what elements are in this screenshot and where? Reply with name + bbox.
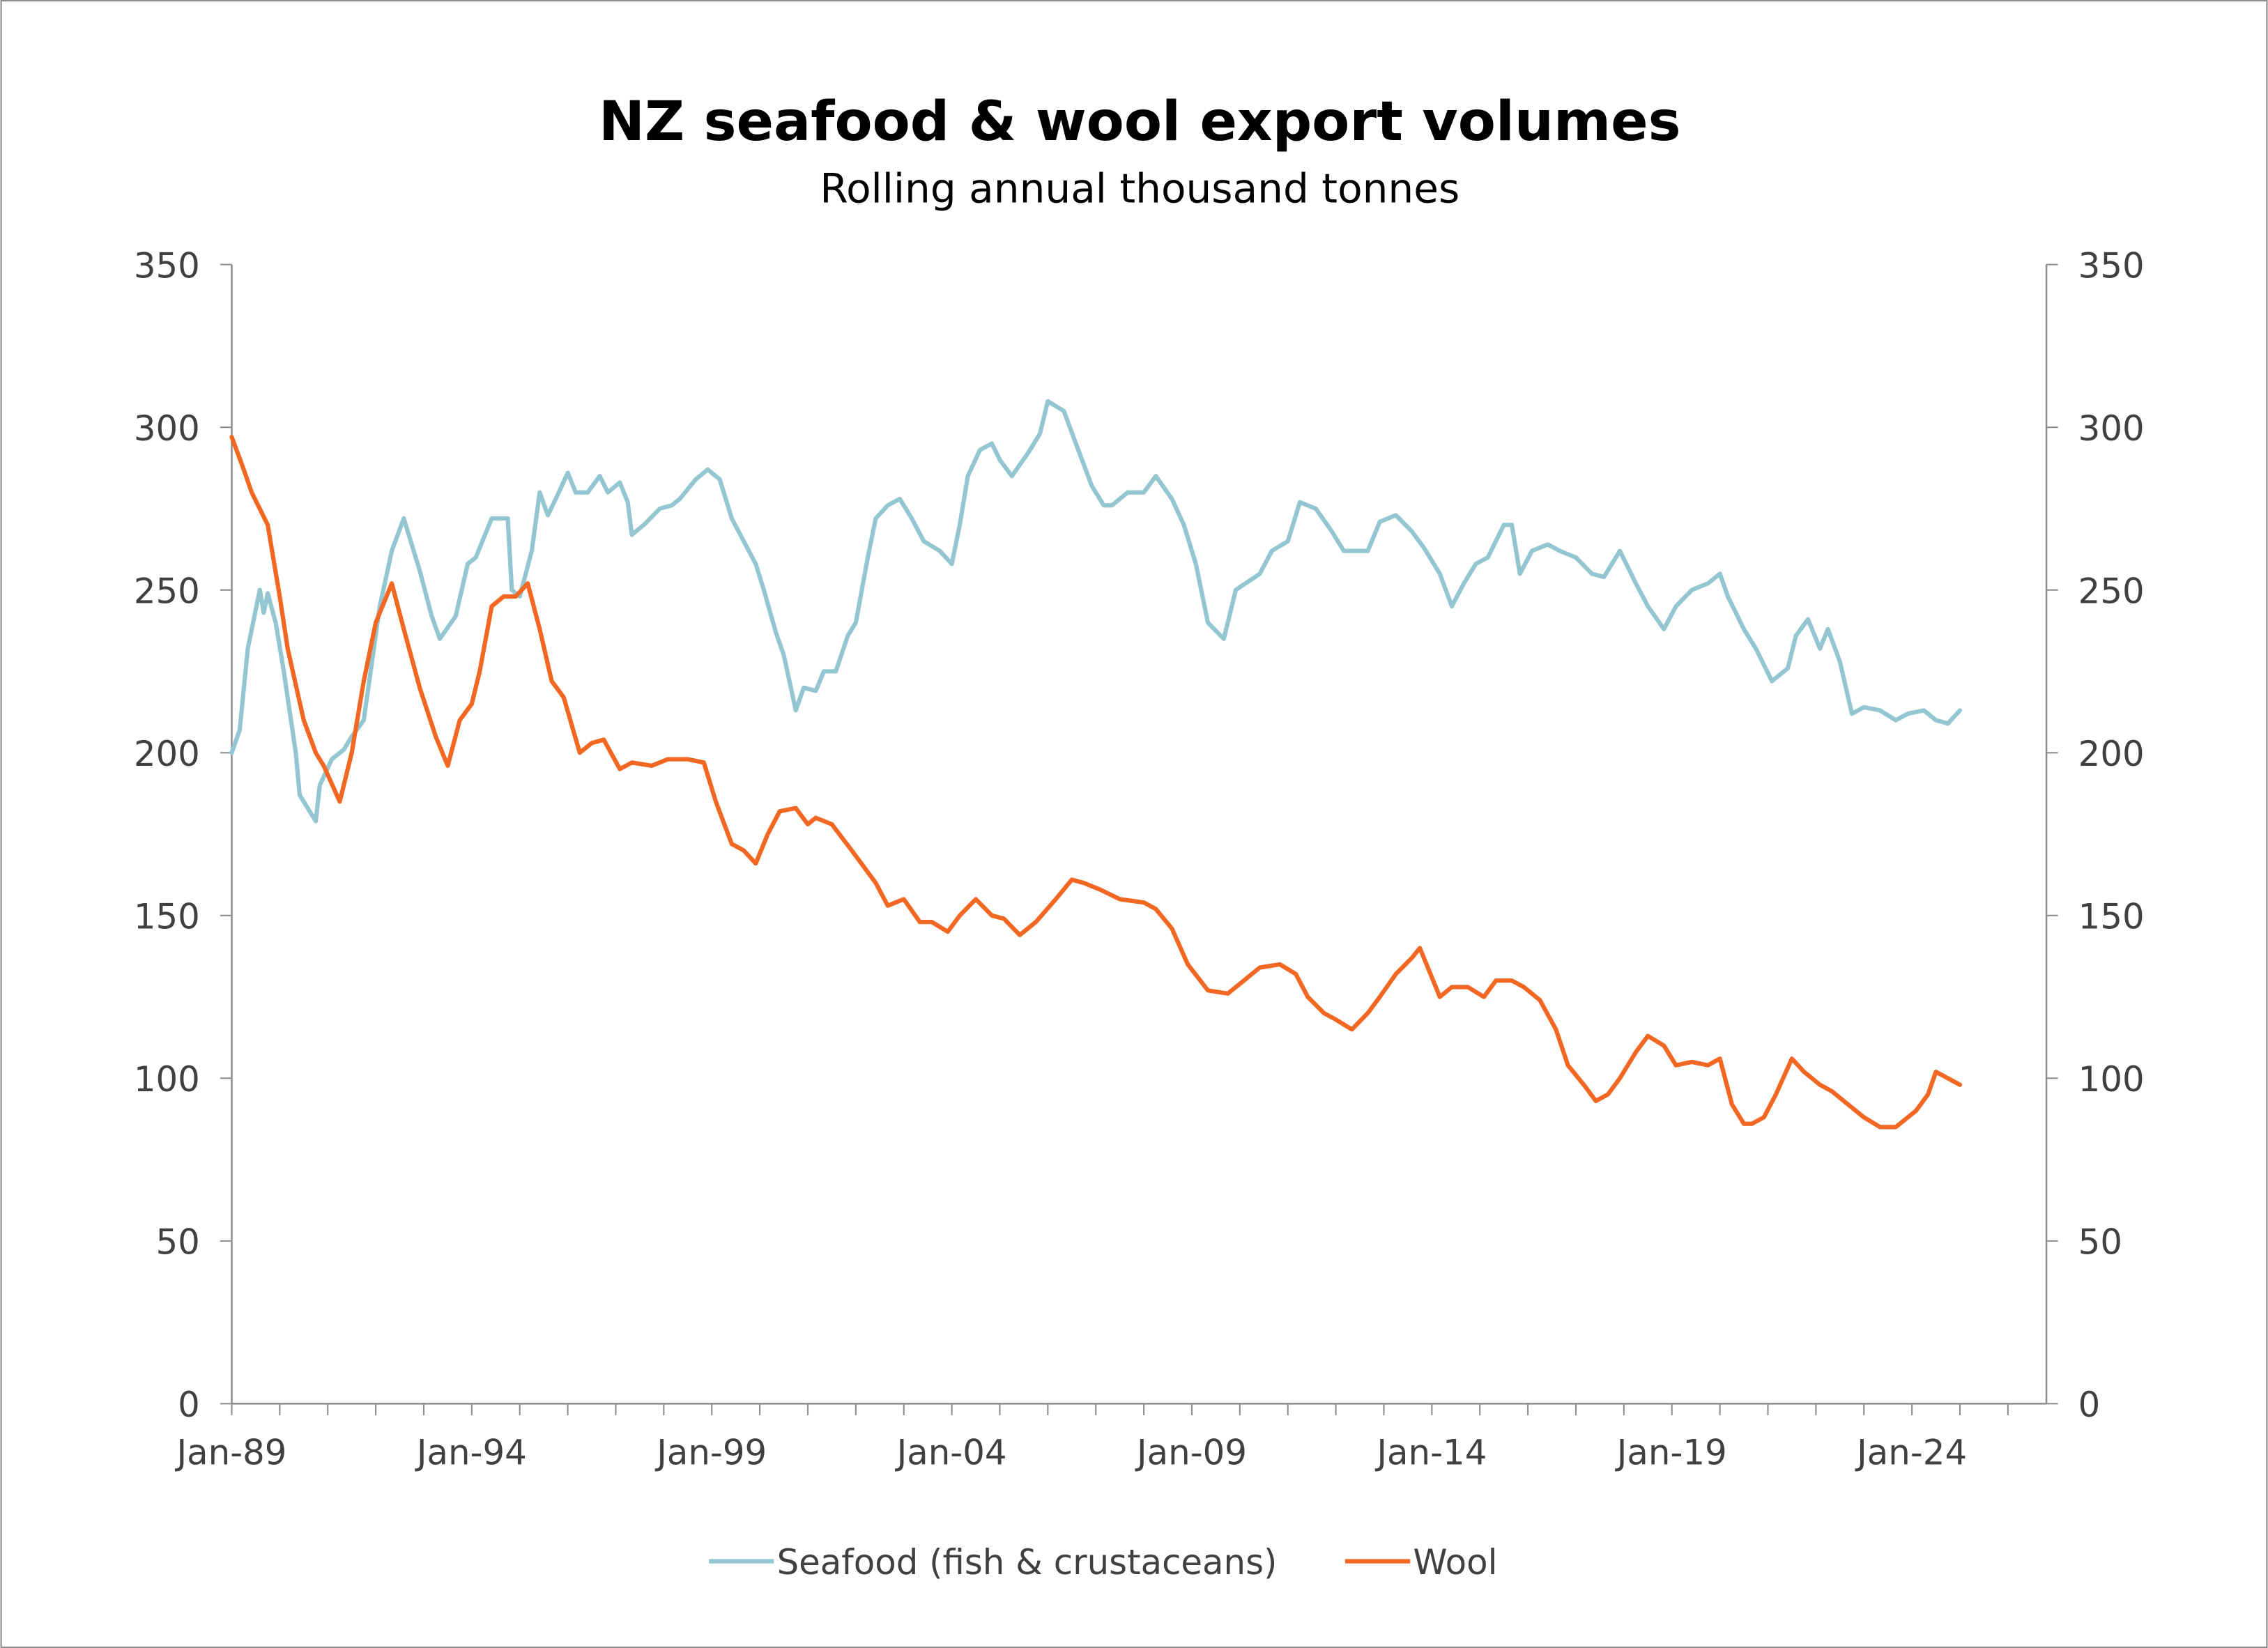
y-tick-label-right: 150 (2078, 896, 2145, 937)
x-tick-label: Jan-14 (1374, 1433, 1487, 1473)
x-tick-label: Jan-04 (895, 1433, 1007, 1473)
legend: Seafood (fish & crustaceans) Wool (709, 1542, 1497, 1582)
legend-item-seafood: Seafood (fish & crustaceans) (709, 1542, 1277, 1582)
series-line-wool (229, 435, 1963, 1130)
y-tick-label-left: 100 (134, 1059, 200, 1100)
y-tick-label-left: 350 (134, 245, 200, 286)
x-tick-label: Jan-19 (1615, 1433, 1727, 1473)
legend-item-wool: Wool (1344, 1542, 1497, 1582)
y-tick-label-right: 100 (2078, 1059, 2145, 1100)
x-tick-label: Jan-94 (415, 1433, 527, 1473)
y-tick-label-right: 200 (2078, 734, 2145, 774)
axes: 0 0 50 50 100 100 150 150 200 200 250 250 300 300 350 3… (134, 245, 2145, 1472)
y-tick-label-left: 150 (134, 896, 200, 937)
series-lines (229, 399, 1963, 1130)
legend-label: Seafood (fish & crustaceans) (777, 1542, 1278, 1582)
x-tick-label: Jan-09 (1135, 1433, 1247, 1473)
y-tick-label-right: 50 (2078, 1222, 2122, 1263)
x-tick-label: Jan-99 (654, 1433, 767, 1473)
x-tick-label: Jan-24 (1855, 1433, 1967, 1473)
y-tick-label-right: 300 (2078, 408, 2145, 449)
x-tick-label: Jan-89 (174, 1433, 286, 1473)
chart-title: NZ seafood & wool export volumes (599, 89, 1681, 153)
y-tick-label-right: 250 (2078, 571, 2145, 611)
chart-subtitle: Rolling annual thousand tonnes (820, 164, 1459, 212)
y-tick-label-left: 0 (178, 1385, 200, 1425)
y-tick-label-right: 350 (2078, 245, 2145, 286)
y-tick-label-left: 50 (156, 1222, 200, 1263)
series-line-seafood (229, 399, 1963, 824)
y-tick-label-left: 300 (134, 408, 200, 449)
y-tick-label-left: 200 (134, 734, 200, 774)
y-tick-label-right: 0 (2078, 1385, 2101, 1425)
y-tick-label-left: 250 (134, 571, 200, 611)
legend-label: Wool (1413, 1542, 1497, 1582)
